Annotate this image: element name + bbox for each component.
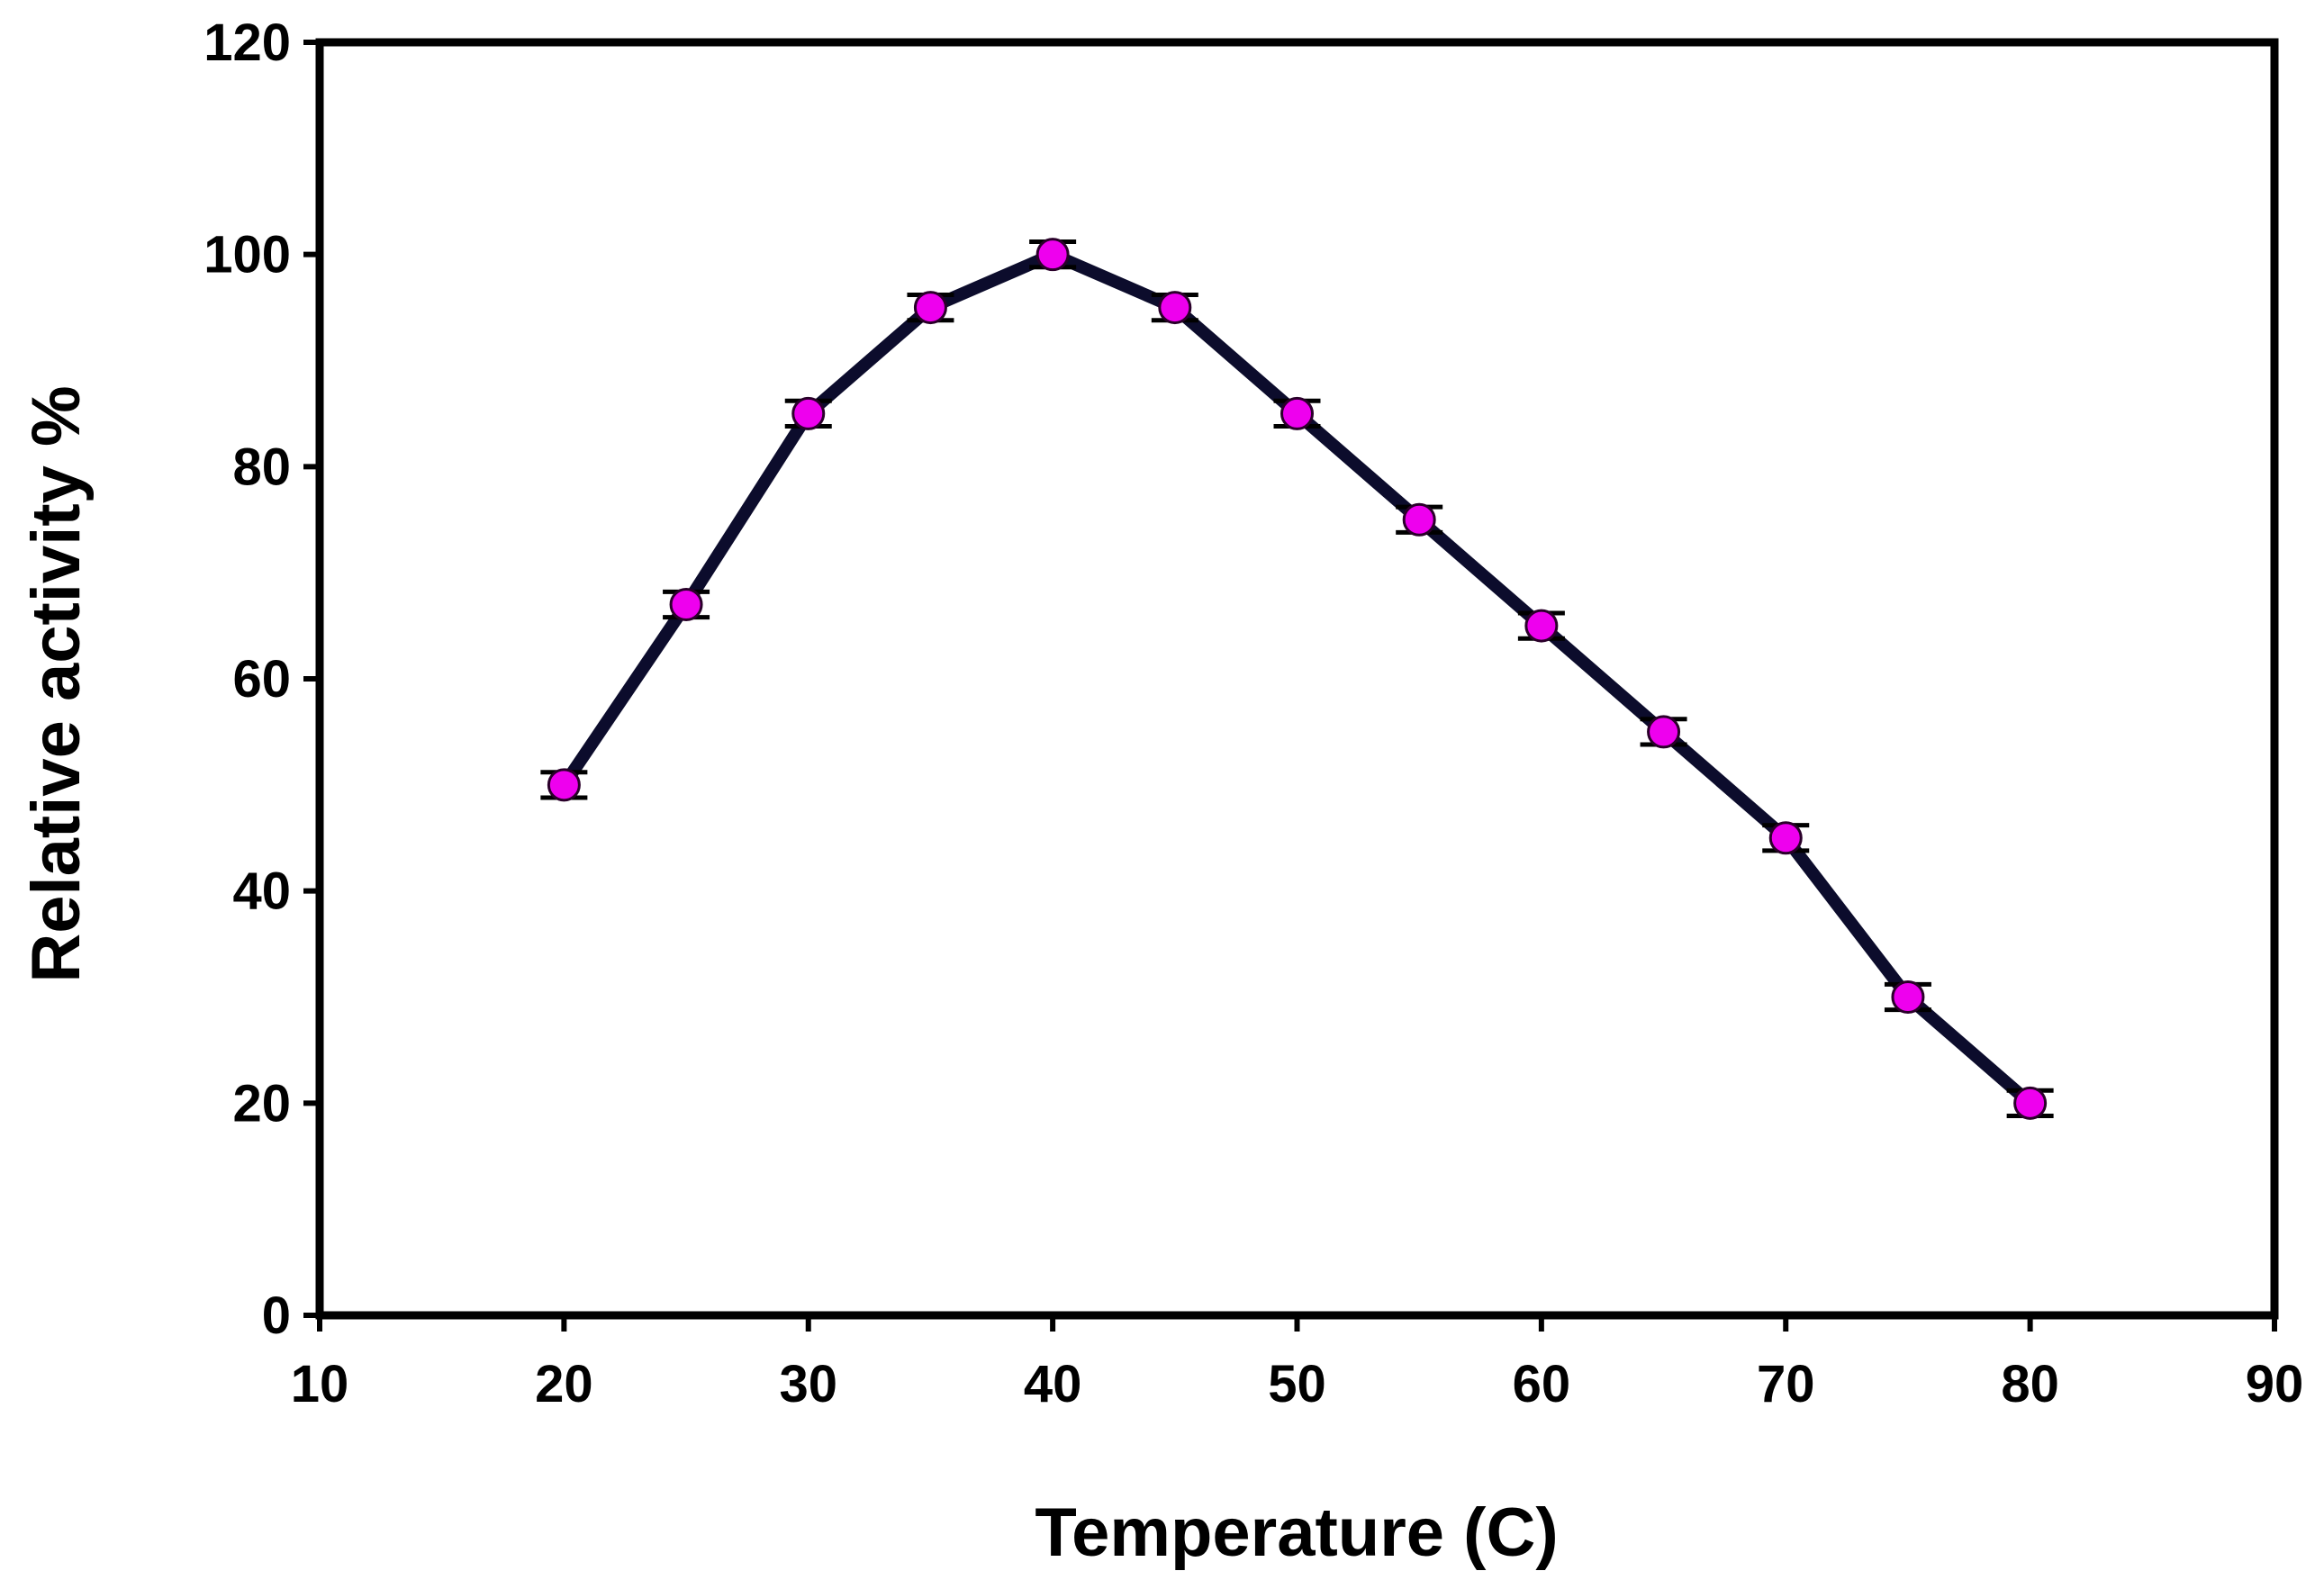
y-tick-label: 40: [232, 862, 291, 921]
y-tick-label: 100: [203, 226, 291, 284]
x-axis-title: Temperature (C): [1035, 1494, 1558, 1571]
data-point: [547, 768, 581, 802]
data-point: [1280, 396, 1314, 430]
x-tick-label: 80: [2001, 1355, 2059, 1413]
series-line-layer: [540, 238, 2054, 1120]
data-point: [1768, 821, 1803, 855]
y-tick-label: 60: [232, 650, 291, 709]
y-tick-label: 120: [203, 14, 291, 72]
data-point: [669, 588, 703, 622]
y-tick-label: 80: [232, 438, 291, 496]
y-axis-title: Relative activity %: [18, 385, 95, 982]
tick-labels: 0 20 40 60 80 100 120 10 20 30 40 50 60 70 80 90: [203, 14, 2303, 1413]
x-tick-label: 20: [535, 1355, 593, 1413]
x-tick-label: 70: [1757, 1355, 1815, 1413]
x-tick-label: 50: [1268, 1355, 1326, 1413]
x-tick-label: 30: [779, 1355, 837, 1413]
data-point: [1891, 980, 1925, 1014]
x-tick-label: 40: [1024, 1355, 1082, 1413]
data-point: [913, 291, 947, 325]
y-tick-label: 0: [262, 1287, 291, 1345]
x-tick-label: 90: [2246, 1355, 2304, 1413]
data-point: [1158, 291, 1192, 325]
x-tick-label: 60: [1513, 1355, 1571, 1413]
data-point: [1524, 609, 1559, 643]
data-point: [1402, 502, 1436, 537]
data-point: [1647, 715, 1681, 749]
x-tick-label: 10: [291, 1355, 349, 1413]
data-point: [791, 396, 826, 430]
data-point: [2013, 1086, 2048, 1120]
data-point: [1035, 238, 1070, 272]
y-tick-label: 20: [232, 1074, 291, 1133]
axes: [303, 38, 2279, 1332]
